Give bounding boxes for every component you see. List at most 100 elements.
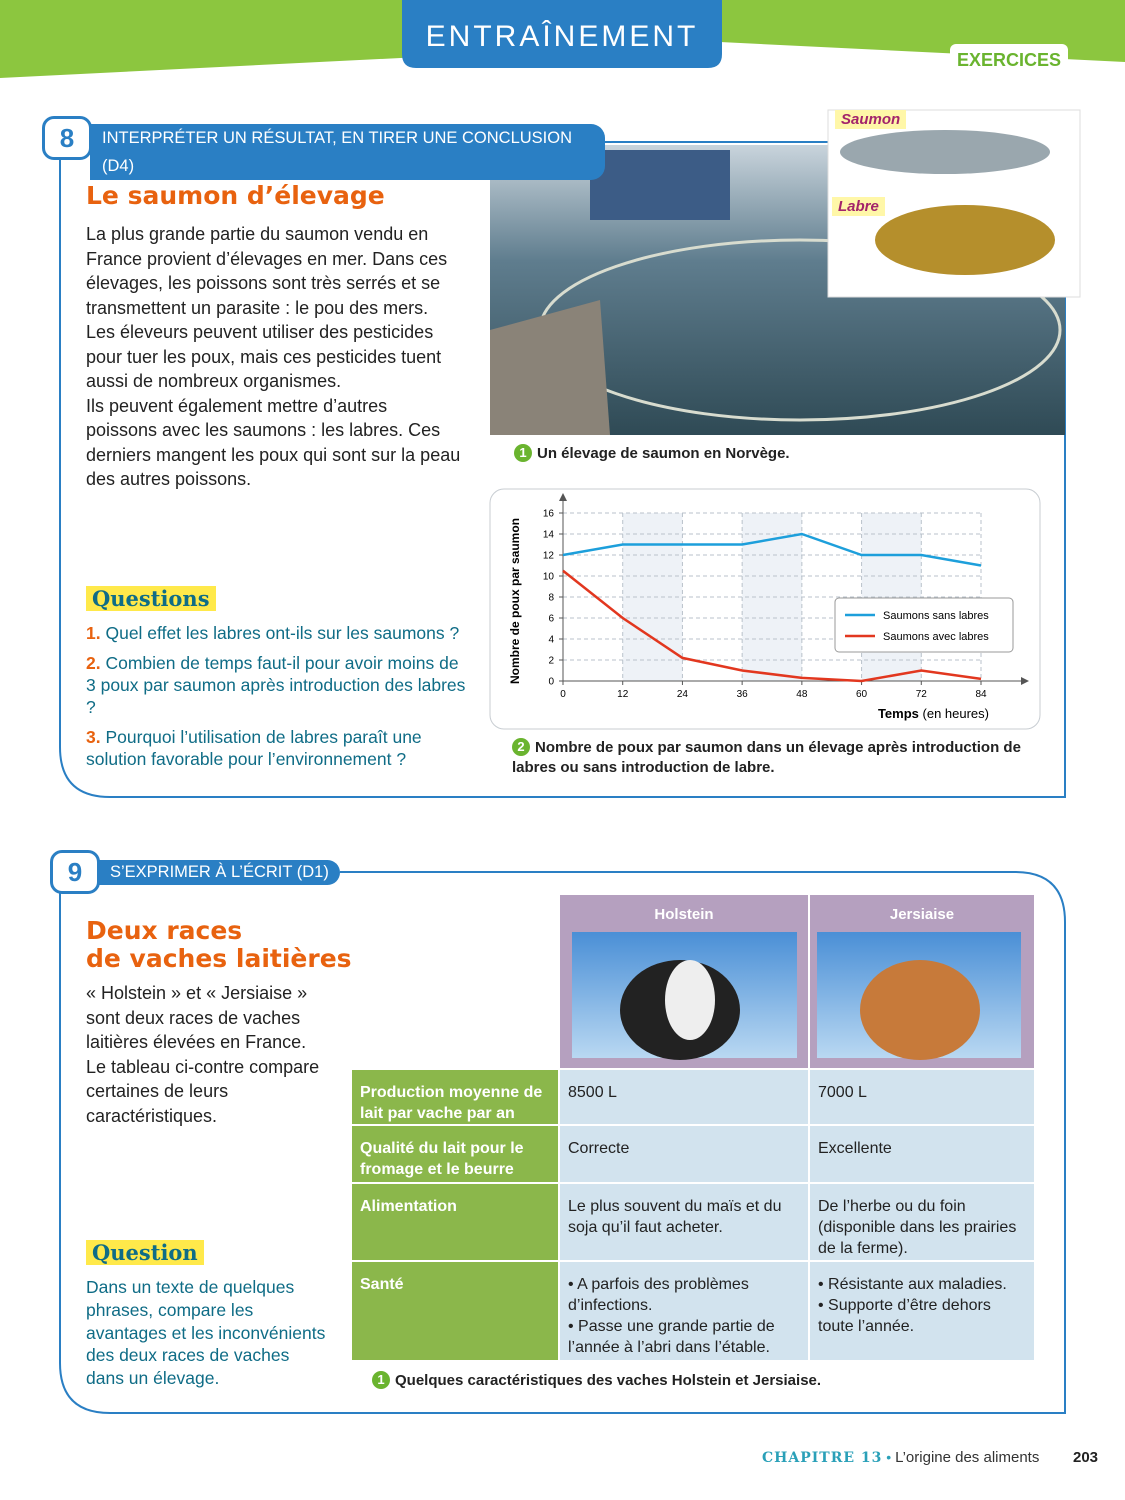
fig-number: 1	[372, 1371, 390, 1389]
chapter: CHAPITRE 13	[762, 1450, 883, 1466]
y-axis-label: Nombre de poux par saumon	[508, 518, 522, 684]
cell: Correcte	[560, 1126, 808, 1182]
fish-label: Saumon	[835, 110, 907, 129]
cell-line: Correcte	[568, 1140, 630, 1157]
row-label: Qualité du lait pour le fromage et le be…	[352, 1126, 558, 1182]
x-tick-label: 60	[856, 689, 868, 700]
ex8-frame	[59, 141, 1066, 798]
x-axis-label: Temps (en heures)	[878, 706, 989, 721]
fish-label: Labre	[832, 197, 885, 216]
caption-text: Nombre de poux par saumon dans un élevag…	[512, 739, 1021, 776]
row-label: Santé	[352, 1262, 558, 1360]
ex-title: Deux races de vaches laitières	[86, 917, 352, 973]
separator: •	[886, 1449, 892, 1465]
x-tick-label: 48	[796, 689, 808, 700]
x-tick-label: 72	[916, 689, 928, 700]
ex-number: 9	[50, 850, 100, 894]
caption: 1 Quelques caractéristiques des vaches Ho…	[372, 1371, 821, 1391]
cell: • Résistante aux maladies. • Supporte d’ê…	[810, 1262, 1034, 1360]
y-tick-label: 0	[548, 677, 554, 688]
question: 3. Pourquoi l’utilisation de labres para…	[86, 726, 466, 770]
y-tick-label: 2	[548, 656, 554, 667]
band	[622, 513, 683, 681]
q-text: Combien de temps faut-il pour avoir moin…	[86, 653, 466, 717]
questions-heading: Questions	[86, 586, 216, 611]
cell-line: 8500 L	[568, 1084, 617, 1101]
chapter-title: L’origine des aliments	[895, 1449, 1040, 1466]
tab	[950, 44, 1068, 74]
x-tick-label: 24	[677, 689, 689, 700]
jersiaise-cow	[860, 960, 980, 1060]
col-header: Jersiaise	[889, 906, 955, 923]
q-text: Pourquoi l’utilisation de labres paraît …	[86, 727, 422, 769]
cell-line: • A parfois des problèmes d’infections.	[568, 1276, 749, 1314]
banner-text: ENTRAÎNEMENT	[425, 20, 699, 53]
y-arrow	[559, 493, 567, 501]
ex-text: « Holstein » et « Jersiaise » sont deux …	[86, 983, 320, 1126]
q-number: 2.	[86, 653, 101, 673]
banner	[402, 0, 722, 68]
wrasse-img	[875, 205, 1055, 275]
x-tick-label: 84	[975, 689, 987, 700]
band	[861, 513, 922, 681]
question-heading: Question	[86, 1240, 204, 1265]
y-tick-label: 8	[548, 593, 554, 604]
cell: De l’herbe ou du foin (disponible dans l…	[810, 1184, 1034, 1260]
series-line	[562, 569, 982, 683]
skill: S’EXPRIMER À L’ÉCRIT (D1)	[98, 860, 340, 885]
legend-box	[834, 597, 1014, 653]
cell-line: • Passe une grande partie de l’année à l…	[568, 1318, 775, 1356]
q-number: 3.	[86, 727, 101, 747]
boat	[590, 150, 730, 220]
row-label: Alimentation	[352, 1184, 558, 1260]
cell: Le plus souvent du maïs et du soja qu’il…	[560, 1184, 808, 1260]
y-tick-label: 14	[543, 530, 555, 541]
skill: INTERPRÉTER UN RÉSULTAT, EN TIRER UNE CO…	[90, 124, 605, 180]
q-text: Quel effet les labres ont-ils sur les sa…	[105, 623, 460, 643]
pier	[490, 300, 610, 435]
cell: 7000 L	[810, 1070, 1034, 1124]
question: Dans un texte de quelques phrases, compa…	[86, 1277, 326, 1389]
y-tick-label: 10	[543, 572, 555, 583]
y-tick-label: 4	[548, 635, 554, 646]
x-axis-name: Temps	[878, 706, 919, 721]
caption: 1 Un élevage de saumon en Norvège.	[514, 444, 790, 464]
col-header: Holstein	[654, 906, 714, 923]
row-label: Production moyenne de lait par vache par…	[352, 1070, 558, 1124]
caption-text: Un élevage de saumon en Norvège.	[537, 445, 790, 462]
y-tick-label: 12	[543, 551, 555, 562]
fig-number: 2	[512, 738, 530, 756]
x-tick-label: 12	[617, 689, 629, 700]
question: 1. Quel effet les labres ont-ils sur les…	[86, 622, 466, 644]
cell-line: • Résistante aux maladies.	[818, 1276, 1007, 1293]
ex-title: Le saumon d’élevage	[86, 181, 385, 210]
cell-line: De l’herbe ou du foin (disponible dans l…	[818, 1198, 1017, 1257]
cell-line: Excellente	[818, 1140, 892, 1157]
question: 2. Combien de temps faut-il pour avoir m…	[86, 652, 466, 718]
y-tick-label: 16	[543, 509, 555, 520]
tab-text: EXERCICES	[956, 50, 1062, 70]
fig-number: 1	[514, 444, 532, 462]
legend-label: Saumons avec labres	[883, 631, 989, 643]
title-line: Deux races	[86, 916, 243, 945]
x-tick-label: 0	[560, 689, 566, 700]
ex9-frame	[59, 871, 1066, 1414]
legend-label: Saumons sans labres	[883, 610, 989, 622]
x-axis-unit: (en heures)	[923, 706, 989, 721]
caption-text: Quelques caractéristiques des vaches Hol…	[395, 1372, 822, 1389]
title-line: de vaches laitières	[86, 944, 352, 973]
paragraph: Ils peuvent également mettre d’autres po…	[86, 395, 461, 490]
footer: CHAPITRE 13 • L’origine des aliments	[762, 1449, 1039, 1466]
paragraph: La plus grande partie du saumon vendu en…	[86, 224, 448, 391]
cell: Excellente	[810, 1126, 1034, 1182]
ex-text: La plus grande partie du saumon vendu en…	[86, 222, 461, 492]
cell-line: 7000 L	[818, 1084, 867, 1101]
ex-number: 8	[42, 116, 92, 160]
cell-line: Le plus souvent du maïs et du soja qu’il…	[568, 1198, 782, 1236]
salmon-img	[840, 130, 1050, 174]
x-arrow	[1021, 677, 1029, 685]
cell-line: • Supporte d’être dehors toute l’année.	[818, 1297, 991, 1335]
caption: 2 Nombre de poux par saumon dans un éleva…	[512, 738, 1042, 778]
